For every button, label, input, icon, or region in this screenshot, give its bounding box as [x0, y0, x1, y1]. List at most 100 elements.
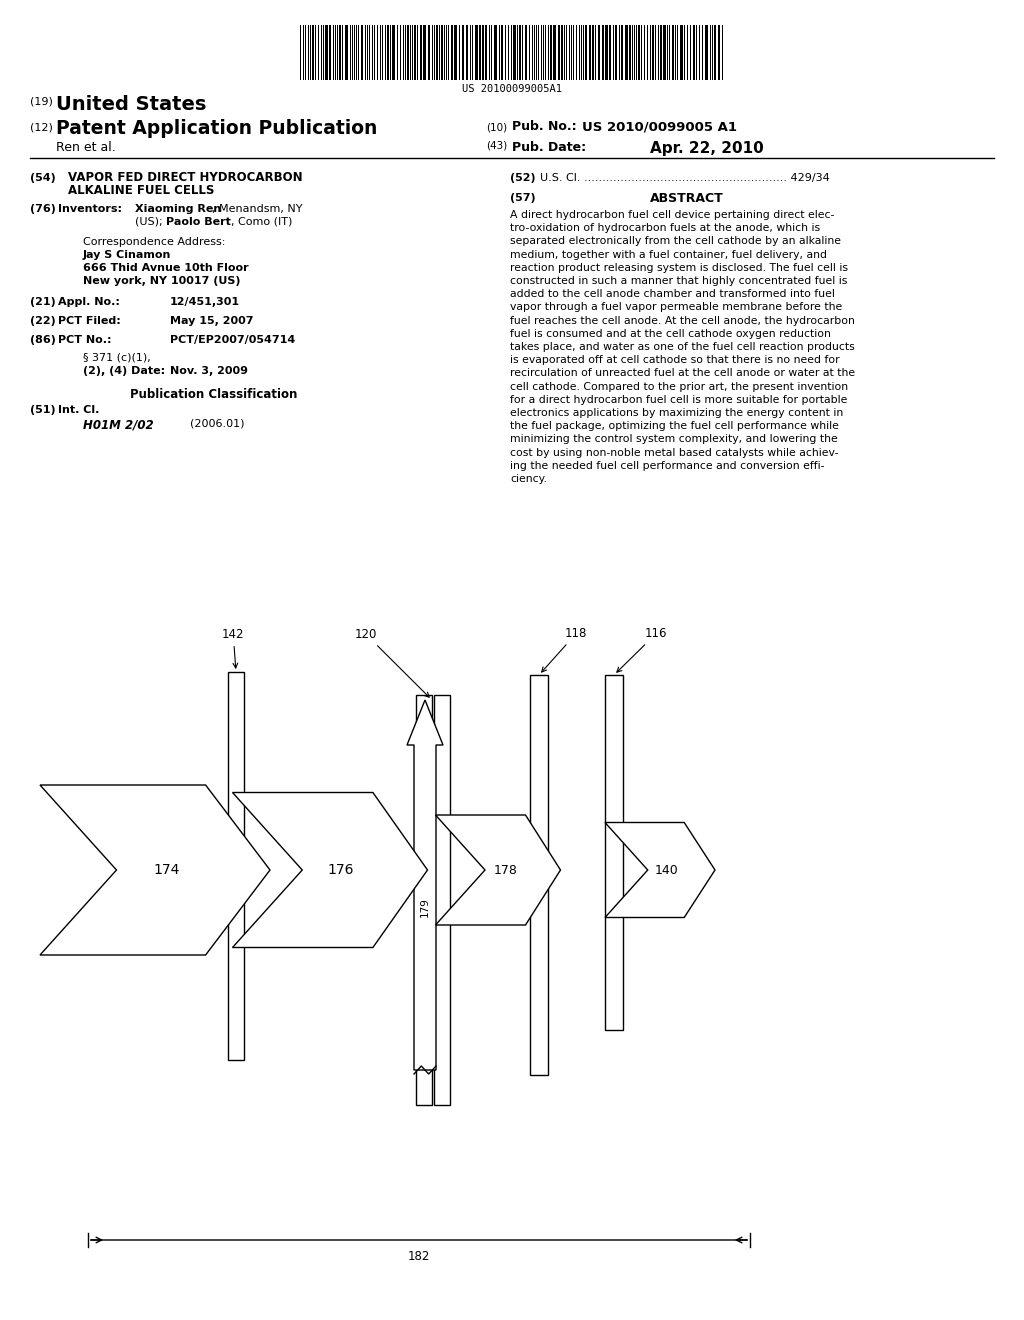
Bar — [680, 25, 683, 81]
Bar — [605, 675, 623, 1030]
Text: takes place, and water as one of the fuel cell reaction products: takes place, and water as one of the fue… — [510, 342, 855, 352]
Bar — [466, 25, 468, 81]
Text: 140: 140 — [654, 863, 678, 876]
Text: (2006.01): (2006.01) — [190, 418, 245, 429]
Bar — [345, 25, 348, 81]
Bar — [434, 696, 450, 1105]
Text: (19): (19) — [30, 96, 53, 107]
Text: May 15, 2007: May 15, 2007 — [170, 315, 254, 326]
Polygon shape — [40, 785, 270, 954]
Text: , Como (IT): , Como (IT) — [231, 216, 293, 227]
Text: Pub. No.:: Pub. No.: — [512, 120, 577, 133]
Text: PCT/EP2007/054714: PCT/EP2007/054714 — [170, 335, 295, 345]
Bar — [423, 25, 426, 81]
Bar — [325, 25, 328, 81]
Text: 116: 116 — [616, 627, 668, 672]
Bar — [513, 25, 516, 81]
Bar — [416, 696, 432, 1105]
Bar — [714, 25, 716, 81]
Bar — [615, 25, 617, 81]
Text: Apr. 22, 2010: Apr. 22, 2010 — [650, 141, 764, 156]
Bar — [454, 25, 457, 81]
Bar — [414, 25, 416, 81]
Text: A direct hydrocarbon fuel cell device pertaining direct elec-: A direct hydrocarbon fuel cell device pe… — [510, 210, 835, 220]
Text: reaction product releasing system is disclosed. The fuel cell is: reaction product releasing system is dis… — [510, 263, 848, 273]
Text: 174: 174 — [154, 863, 179, 876]
Text: VAPOR FED DIRECT HYDROCARBON: VAPOR FED DIRECT HYDROCARBON — [68, 172, 303, 183]
Bar — [605, 25, 608, 81]
Text: United States: United States — [56, 95, 207, 114]
Bar — [660, 25, 662, 81]
Text: § 371 (c)(1),: § 371 (c)(1), — [83, 352, 151, 363]
Text: Inventors:: Inventors: — [58, 205, 122, 214]
Bar — [705, 25, 708, 81]
Text: cell cathode. Compared to the prior art, the present invention: cell cathode. Compared to the prior art,… — [510, 381, 848, 392]
Bar — [329, 25, 331, 81]
Bar — [482, 25, 484, 81]
Text: fuel reaches the cell anode. At the cell anode, the hydrocarbon: fuel reaches the cell anode. At the cell… — [510, 315, 855, 326]
Text: U.S. Cl. ........................................................ 429/34: U.S. Cl. ...............................… — [540, 173, 829, 183]
Text: 178: 178 — [494, 863, 517, 876]
Bar — [436, 25, 438, 81]
Bar — [392, 25, 395, 81]
Bar — [494, 25, 497, 81]
Polygon shape — [407, 700, 443, 1071]
Bar — [485, 25, 487, 81]
Bar — [672, 25, 674, 81]
Bar — [592, 25, 594, 81]
Text: PCT No.:: PCT No.: — [58, 335, 112, 345]
Bar — [519, 25, 521, 81]
Text: 182: 182 — [408, 1250, 430, 1263]
Bar — [718, 25, 720, 81]
Text: Appl. No.:: Appl. No.: — [58, 297, 120, 308]
Text: separated electronically from the cell cathode by an alkaline: separated electronically from the cell c… — [510, 236, 841, 247]
Bar — [407, 25, 409, 81]
Text: 176: 176 — [328, 863, 353, 876]
Polygon shape — [435, 814, 560, 925]
Bar — [475, 25, 478, 81]
Text: Nov. 3, 2009: Nov. 3, 2009 — [170, 366, 248, 376]
Bar — [558, 25, 560, 81]
Bar — [693, 25, 695, 81]
Text: vapor through a fuel vapor permeable membrane before the: vapor through a fuel vapor permeable mem… — [510, 302, 843, 313]
Text: (22): (22) — [30, 315, 55, 326]
Text: fuel is consumed and at the cell cathode oxygen reduction: fuel is consumed and at the cell cathode… — [510, 329, 830, 339]
Text: constructed in such a manner that highly concentrated fuel is: constructed in such a manner that highly… — [510, 276, 848, 286]
Bar — [625, 25, 628, 81]
Text: 142: 142 — [222, 628, 245, 668]
Text: medium, together with a fuel container, fuel delivery, and: medium, together with a fuel container, … — [510, 249, 827, 260]
Text: minimizing the control system complexity, and lowering the: minimizing the control system complexity… — [510, 434, 838, 445]
Bar — [550, 25, 552, 81]
Text: Xiaoming Ren: Xiaoming Ren — [135, 205, 221, 214]
Text: recirculation of unreacted fuel at the cell anode or water at the: recirculation of unreacted fuel at the c… — [510, 368, 855, 379]
Text: ing the needed fuel cell performance and conversion effi-: ing the needed fuel cell performance and… — [510, 461, 824, 471]
Text: 12/451,301: 12/451,301 — [170, 297, 240, 308]
Polygon shape — [605, 822, 715, 917]
Text: Patent Application Publication: Patent Application Publication — [56, 119, 378, 139]
Text: Pub. Date:: Pub. Date: — [512, 141, 586, 154]
Bar — [585, 25, 587, 81]
Text: (2), (4) Date:: (2), (4) Date: — [83, 366, 165, 376]
Polygon shape — [232, 792, 427, 948]
Text: Int. Cl.: Int. Cl. — [58, 405, 99, 414]
Text: cost by using non-noble metal based catalysts while achiev-: cost by using non-noble metal based cata… — [510, 447, 839, 458]
Bar — [387, 25, 389, 81]
Bar — [339, 25, 341, 81]
Text: Correspondence Address:: Correspondence Address: — [83, 238, 225, 247]
Text: ALKALINE FUEL CELLS: ALKALINE FUEL CELLS — [68, 183, 214, 197]
Text: (54): (54) — [30, 173, 55, 183]
Bar — [451, 25, 453, 81]
Text: PCT Filed:: PCT Filed: — [58, 315, 121, 326]
Bar — [441, 25, 443, 81]
Text: ABSTRACT: ABSTRACT — [650, 191, 724, 205]
Bar — [479, 25, 481, 81]
Text: New york, NY 10017 (US): New york, NY 10017 (US) — [83, 276, 241, 286]
Text: (12): (12) — [30, 121, 53, 132]
Text: for a direct hydrocarbon fuel cell is more suitable for portable: for a direct hydrocarbon fuel cell is mo… — [510, 395, 848, 405]
Bar — [598, 25, 600, 81]
Text: , Menandsm, NY: , Menandsm, NY — [212, 205, 302, 214]
Text: the fuel package, optimizing the fuel cell performance while: the fuel package, optimizing the fuel ce… — [510, 421, 839, 432]
Bar — [638, 25, 640, 81]
Bar — [629, 25, 631, 81]
Text: Publication Classification: Publication Classification — [130, 388, 297, 401]
